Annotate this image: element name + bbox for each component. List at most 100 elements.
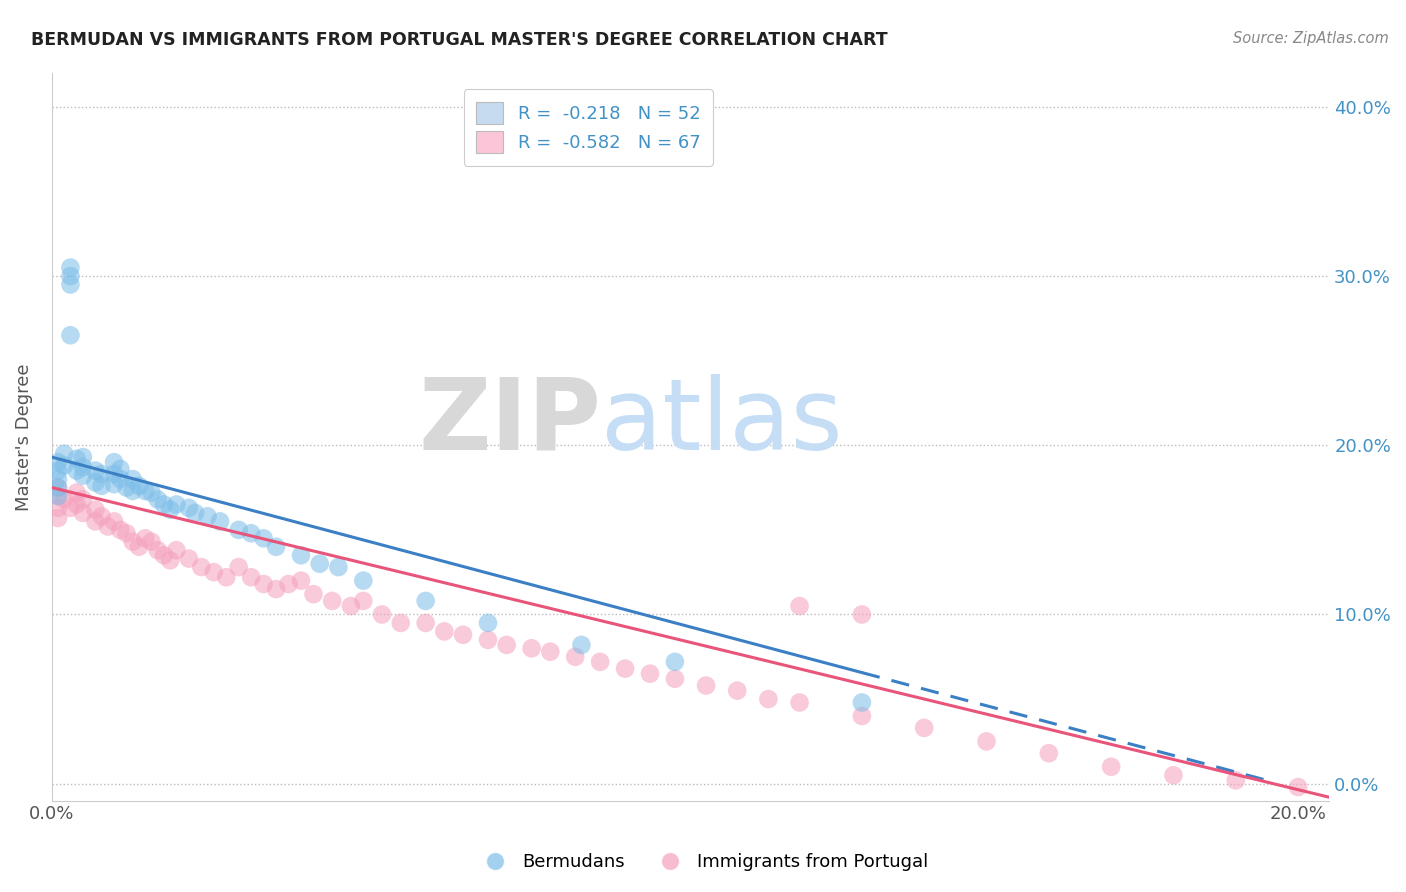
- Point: [46, 481, 69, 495]
- Point: [725, 683, 748, 698]
- Point: [134, 532, 156, 546]
- Point: [215, 570, 238, 584]
- Point: [1286, 780, 1309, 794]
- Point: [159, 502, 181, 516]
- Point: [141, 534, 163, 549]
- Point: [758, 692, 780, 706]
- Point: [1225, 773, 1247, 788]
- Point: [121, 483, 143, 498]
- Point: [664, 655, 686, 669]
- Point: [371, 607, 394, 622]
- Point: [134, 483, 156, 498]
- Point: [121, 472, 143, 486]
- Point: [103, 515, 125, 529]
- Point: [328, 560, 350, 574]
- Point: [46, 489, 69, 503]
- Point: [495, 638, 517, 652]
- Point: [415, 615, 437, 630]
- Point: [46, 500, 69, 515]
- Point: [84, 515, 107, 529]
- Point: [415, 594, 437, 608]
- Point: [53, 458, 76, 473]
- Point: [84, 502, 107, 516]
- Point: [477, 632, 499, 647]
- Point: [72, 468, 94, 483]
- Point: [976, 734, 998, 748]
- Text: Source: ZipAtlas.com: Source: ZipAtlas.com: [1233, 31, 1389, 46]
- Point: [789, 696, 811, 710]
- Point: [66, 451, 89, 466]
- Point: [240, 570, 263, 584]
- Point: [177, 500, 200, 515]
- Point: [477, 615, 499, 630]
- Legend: Bermudans, Immigrants from Portugal: Bermudans, Immigrants from Portugal: [470, 847, 936, 879]
- Point: [264, 540, 287, 554]
- Point: [159, 553, 181, 567]
- Point: [197, 509, 219, 524]
- Point: [208, 515, 231, 529]
- Point: [90, 479, 112, 493]
- Point: [184, 506, 207, 520]
- Point: [253, 577, 276, 591]
- Point: [264, 582, 287, 596]
- Point: [1038, 746, 1060, 760]
- Point: [72, 506, 94, 520]
- Point: [72, 460, 94, 475]
- Point: [253, 532, 276, 546]
- Point: [340, 599, 363, 613]
- Point: [72, 450, 94, 464]
- Point: [228, 560, 250, 574]
- Point: [97, 519, 120, 533]
- Point: [290, 548, 312, 562]
- Point: [664, 672, 686, 686]
- Point: [308, 557, 330, 571]
- Point: [389, 615, 412, 630]
- Point: [451, 628, 474, 642]
- Point: [59, 268, 82, 283]
- Point: [141, 485, 163, 500]
- Point: [520, 641, 543, 656]
- Point: [46, 481, 69, 495]
- Y-axis label: Master's Degree: Master's Degree: [15, 363, 32, 510]
- Text: atlas: atlas: [602, 374, 842, 471]
- Point: [103, 455, 125, 469]
- Point: [103, 467, 125, 481]
- Point: [165, 543, 187, 558]
- Point: [240, 526, 263, 541]
- Point: [352, 594, 374, 608]
- Point: [59, 260, 82, 275]
- Point: [851, 696, 873, 710]
- Point: [46, 472, 69, 486]
- Text: BERMUDAN VS IMMIGRANTS FROM PORTUGAL MASTER'S DEGREE CORRELATION CHART: BERMUDAN VS IMMIGRANTS FROM PORTUGAL MAS…: [31, 31, 887, 49]
- Point: [190, 560, 212, 574]
- Point: [177, 551, 200, 566]
- Point: [66, 485, 89, 500]
- Point: [128, 540, 150, 554]
- Point: [290, 574, 312, 588]
- Point: [110, 472, 132, 486]
- Point: [72, 492, 94, 507]
- Point: [84, 464, 107, 478]
- Point: [851, 607, 873, 622]
- Point: [128, 479, 150, 493]
- Point: [851, 709, 873, 723]
- Point: [46, 511, 69, 525]
- Point: [538, 645, 561, 659]
- Point: [66, 464, 89, 478]
- Point: [110, 523, 132, 537]
- Point: [433, 624, 456, 639]
- Text: ZIP: ZIP: [418, 374, 602, 471]
- Point: [153, 498, 176, 512]
- Point: [103, 477, 125, 491]
- Point: [59, 500, 82, 515]
- Point: [789, 599, 811, 613]
- Point: [53, 447, 76, 461]
- Point: [695, 679, 717, 693]
- Point: [53, 492, 76, 507]
- Point: [302, 587, 325, 601]
- Legend: R =  -0.218   N = 52, R =  -0.582   N = 67: R = -0.218 N = 52, R = -0.582 N = 67: [464, 89, 713, 166]
- Point: [1099, 760, 1122, 774]
- Point: [84, 475, 107, 490]
- Point: [115, 481, 138, 495]
- Point: [228, 523, 250, 537]
